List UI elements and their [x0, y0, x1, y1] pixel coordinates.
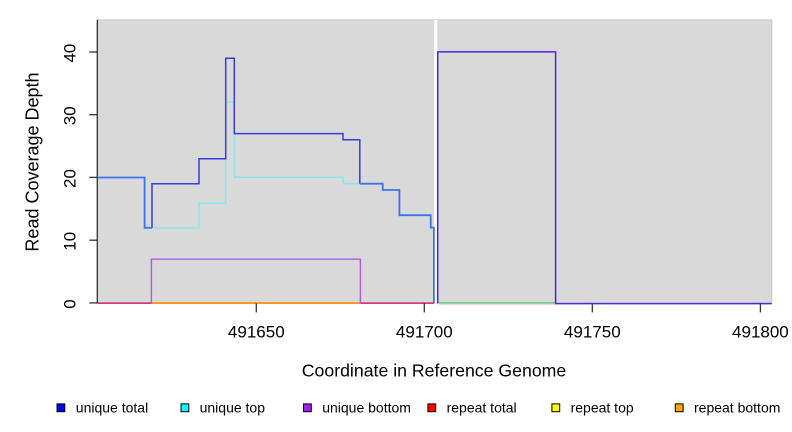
svg-text:unique total: unique total [76, 399, 148, 415]
svg-text:unique bottom: unique bottom [322, 399, 411, 415]
svg-text:repeat bottom: repeat bottom [694, 399, 780, 415]
svg-text:Coordinate in Reference Genome: Coordinate in Reference Genome [302, 360, 567, 380]
svg-text:491800: 491800 [732, 323, 789, 342]
svg-text:repeat top: repeat top [571, 399, 634, 415]
svg-text:unique top: unique top [200, 399, 266, 415]
svg-text:repeat total: repeat total [447, 399, 517, 415]
svg-text:491700: 491700 [396, 323, 453, 342]
svg-text:491750: 491750 [564, 323, 621, 342]
svg-text:0: 0 [61, 299, 80, 308]
svg-text:10: 10 [61, 232, 80, 251]
svg-text:20: 20 [61, 169, 80, 188]
svg-text:491650: 491650 [228, 323, 285, 342]
svg-text:30: 30 [61, 106, 80, 125]
svg-text:Read Coverage Depth: Read Coverage Depth [23, 72, 43, 251]
svg-text:40: 40 [61, 44, 80, 63]
